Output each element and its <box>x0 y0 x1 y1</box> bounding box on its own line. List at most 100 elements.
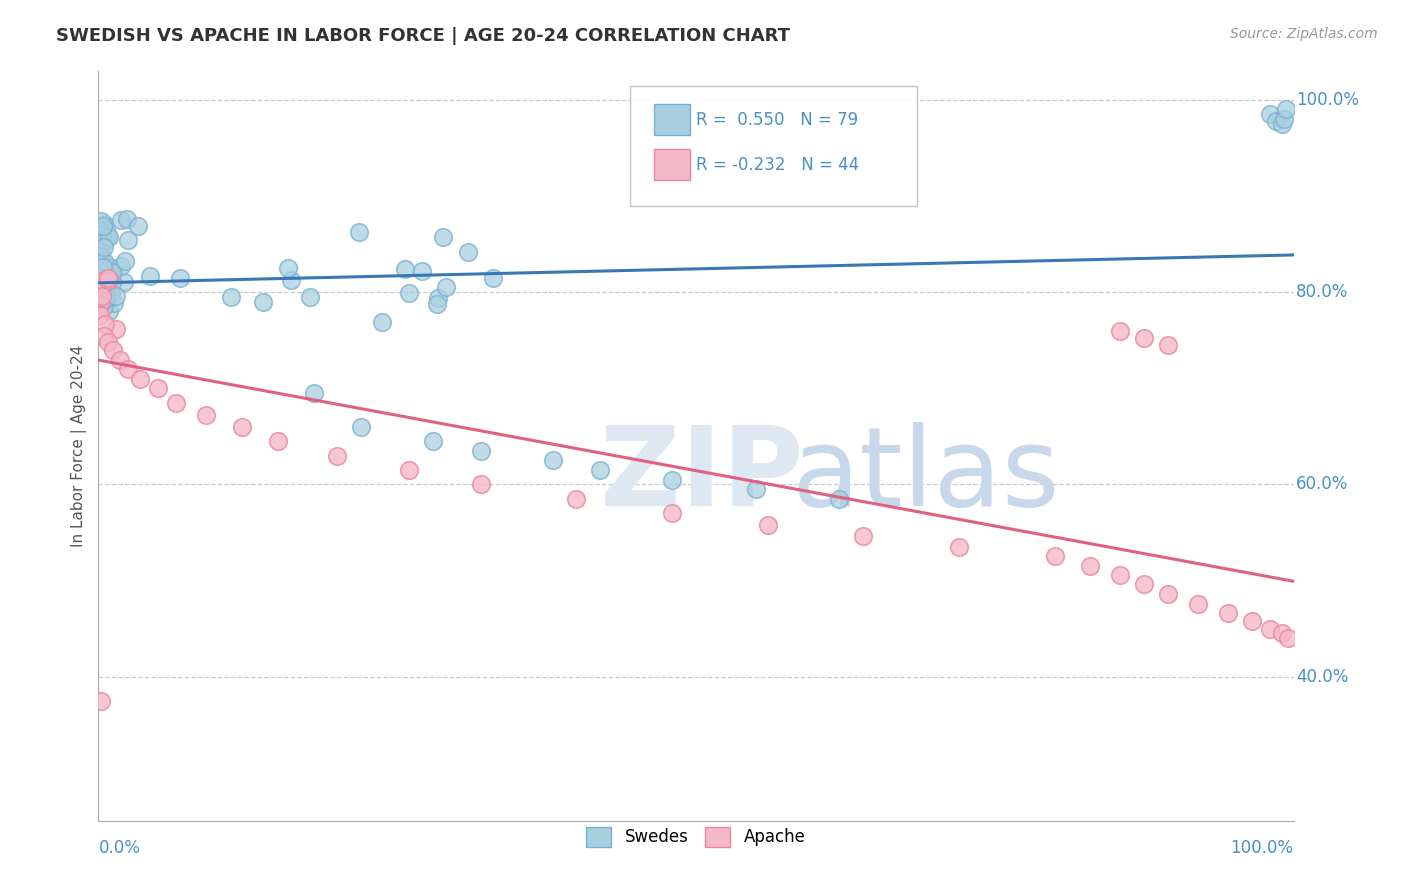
Point <box>90 258 112 272</box>
Point <box>93 254 115 268</box>
Point <box>110 212 132 227</box>
Point <box>94 317 117 331</box>
Point <box>89 308 111 322</box>
Point <box>302 386 325 401</box>
Text: R =  0.550   N = 79: R = 0.550 N = 79 <box>696 112 858 129</box>
Point <box>350 419 373 434</box>
Point <box>948 540 970 554</box>
Point <box>252 295 274 310</box>
Point <box>1043 549 1066 564</box>
Point <box>94 263 117 277</box>
Point <box>411 263 433 277</box>
Point <box>661 506 683 520</box>
Point <box>117 233 139 247</box>
Point <box>90 227 112 242</box>
Point <box>97 273 120 287</box>
Point <box>91 271 114 285</box>
Point <box>398 285 420 300</box>
Point <box>470 443 492 458</box>
Point <box>589 463 612 477</box>
Text: ZIP: ZIP <box>600 423 804 530</box>
Point <box>541 453 564 467</box>
Point <box>1080 559 1102 574</box>
Point <box>104 288 127 302</box>
Point <box>1258 622 1281 636</box>
Point <box>90 254 112 268</box>
Point <box>326 449 349 463</box>
Point <box>347 225 370 239</box>
Point <box>89 297 111 311</box>
FancyBboxPatch shape <box>630 87 917 206</box>
Point <box>98 304 121 318</box>
Point <box>91 260 114 275</box>
Point <box>91 261 114 276</box>
Point <box>422 434 444 449</box>
Point <box>1157 338 1180 352</box>
Point <box>1133 577 1156 591</box>
Point <box>1277 631 1299 645</box>
Point <box>94 292 117 306</box>
Point <box>1109 567 1132 582</box>
Point <box>98 260 121 274</box>
Point <box>96 282 118 296</box>
Point <box>432 230 454 244</box>
Point <box>89 274 111 288</box>
Point <box>169 270 191 285</box>
Point <box>90 693 112 707</box>
Point <box>100 287 122 301</box>
Point <box>89 244 111 258</box>
FancyBboxPatch shape <box>654 149 690 180</box>
Text: 100.0%: 100.0% <box>1296 91 1360 109</box>
Point <box>1216 606 1239 620</box>
Point <box>94 264 117 278</box>
Point <box>565 491 588 506</box>
Point <box>852 529 875 543</box>
Point <box>94 265 117 279</box>
Point <box>101 343 124 357</box>
Point <box>93 240 115 254</box>
Legend: Swedes, Apache: Swedes, Apache <box>579 820 813 854</box>
Point <box>371 316 394 330</box>
Text: 100.0%: 100.0% <box>1230 839 1294 857</box>
Text: R = -0.232   N = 44: R = -0.232 N = 44 <box>696 156 859 174</box>
Point <box>434 279 457 293</box>
Point <box>100 275 122 289</box>
Point <box>398 463 420 477</box>
Point <box>661 473 683 487</box>
Text: SWEDISH VS APACHE IN LABOR FORCE | AGE 20-24 CORRELATION CHART: SWEDISH VS APACHE IN LABOR FORCE | AGE 2… <box>56 27 790 45</box>
Point <box>1187 597 1209 611</box>
Point <box>1109 324 1132 338</box>
Text: Source: ZipAtlas.com: Source: ZipAtlas.com <box>1230 27 1378 41</box>
Y-axis label: In Labor Force | Age 20-24: In Labor Force | Age 20-24 <box>72 345 87 547</box>
Point <box>93 328 115 343</box>
Point <box>108 352 131 367</box>
Point <box>129 372 152 386</box>
Point <box>756 517 779 532</box>
Point <box>93 233 115 247</box>
Point <box>1271 116 1294 130</box>
Point <box>481 271 503 285</box>
Point <box>1275 102 1298 116</box>
Point <box>91 219 114 234</box>
Text: 40.0%: 40.0% <box>1296 667 1348 686</box>
Point <box>91 276 114 290</box>
Point <box>115 211 138 226</box>
Text: 80.0%: 80.0% <box>1296 284 1348 301</box>
Point <box>110 259 132 273</box>
Point <box>91 236 114 251</box>
Point <box>117 362 139 376</box>
Point <box>138 269 160 284</box>
Point <box>104 322 127 336</box>
Point <box>1133 331 1156 345</box>
Point <box>97 229 120 244</box>
Point <box>93 273 115 287</box>
Point <box>93 300 115 314</box>
Point <box>101 265 124 279</box>
Point <box>90 237 112 252</box>
Point <box>427 291 450 305</box>
Point <box>90 239 112 253</box>
Point <box>89 308 111 322</box>
Point <box>457 245 479 260</box>
Point <box>298 290 321 304</box>
Point <box>93 218 115 232</box>
